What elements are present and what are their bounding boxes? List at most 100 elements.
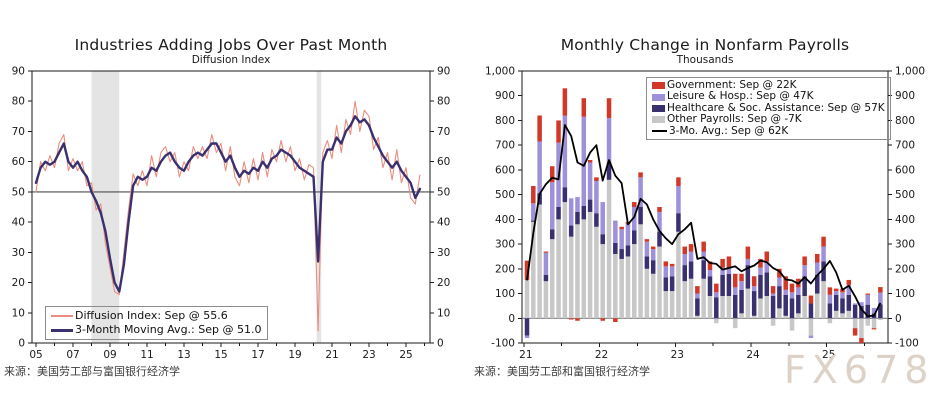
- bar-segment: [543, 281, 549, 319]
- bar-segment: [726, 273, 732, 297]
- bar-segment: [707, 270, 713, 277]
- bar-segment: [758, 267, 763, 275]
- bar-segment: [764, 296, 770, 319]
- axis-tick-label: 30: [437, 247, 450, 259]
- bar-segment: [676, 213, 681, 232]
- plot-border: [31, 70, 431, 344]
- bar-segment: [562, 202, 568, 319]
- bar-segment: [682, 265, 687, 282]
- bar-segment: [524, 260, 530, 280]
- bar-segment: [632, 207, 637, 231]
- bar-segment: [732, 287, 738, 295]
- bar-segment: [783, 289, 788, 295]
- bar-segment: [619, 249, 624, 259]
- bar-segment: [650, 260, 656, 274]
- government-swatch: [652, 82, 665, 90]
- axis-tick-label: -100: [491, 338, 515, 350]
- bar-segment: [815, 293, 820, 319]
- bar-segment: [758, 258, 763, 268]
- axis-tick-label: 0: [895, 313, 902, 325]
- axis-tick-label: 800: [895, 115, 915, 127]
- axis-tick-label: 800: [495, 115, 515, 127]
- bar-segment: [549, 182, 555, 230]
- bar-segment: [751, 315, 757, 319]
- bar-segment: [707, 261, 713, 271]
- bar-segment: [707, 276, 713, 297]
- bar-segment: [840, 313, 845, 319]
- axis-tick-label: 600: [895, 164, 915, 176]
- bar-segment: [821, 246, 826, 262]
- bar-segment: [600, 234, 605, 245]
- bar-segment: [587, 162, 593, 200]
- bar-segment: [606, 98, 612, 118]
- bar-segment: [827, 303, 833, 319]
- bar-segment: [606, 179, 612, 319]
- axis-tick-label: 30: [12, 247, 25, 259]
- bar-segment: [575, 197, 580, 212]
- axis-tick-label: 60: [437, 156, 450, 168]
- diffusion-index-line-swatch: [51, 315, 73, 317]
- moving-avg-line: [34, 115, 422, 293]
- bar-segment: [827, 318, 833, 324]
- axis-tick-label: 09: [103, 349, 116, 361]
- bar-segment: [871, 328, 877, 330]
- bar-segment: [701, 260, 706, 279]
- bar-segment: [587, 199, 593, 212]
- bar-segment: [632, 230, 637, 245]
- bar-segment: [707, 296, 713, 319]
- bar-segment: [600, 244, 605, 319]
- axis-tick-label: 10: [12, 307, 25, 319]
- bar-segment: [638, 172, 643, 178]
- bar-segment: [625, 245, 631, 257]
- bar-segment: [770, 318, 776, 326]
- axis-tick-label: 400: [495, 214, 515, 226]
- bar-segment: [695, 315, 700, 319]
- bar-segment: [751, 276, 757, 287]
- bar-segment: [846, 279, 852, 285]
- bar-segment: [531, 220, 536, 222]
- bar-segment: [613, 318, 618, 322]
- right-chart-plot: -100 -100 0 0 100 100 200 200 300 300 400 400 500 500…: [485, 66, 925, 362]
- left-chart-panel: Industries Adding Jobs Over Past Month D…: [4, 36, 450, 378]
- bar-segment: [720, 275, 725, 297]
- legend-item-other-payrolls: Other Payrolls: Sep @ -7K: [652, 113, 885, 125]
- axis-tick-label: 0: [18, 338, 25, 350]
- bar-segment: [562, 187, 568, 203]
- axis-tick-label: 50: [437, 186, 450, 198]
- bar-segment: [859, 338, 864, 343]
- bar-segment: [638, 224, 643, 319]
- bar-segment: [644, 256, 650, 269]
- bar-segment: [871, 307, 877, 314]
- moving-avg-line-swatch: [51, 328, 73, 332]
- legend-item-government: Government: Sep @ 22K: [652, 79, 885, 91]
- bar-segment: [575, 224, 580, 319]
- bar-segment: [815, 262, 820, 275]
- axis-tick-label: 11: [140, 349, 153, 361]
- bar-segment: [821, 261, 826, 282]
- bar-segment: [701, 278, 706, 319]
- bar-segment: [827, 287, 833, 295]
- bar-segment: [663, 261, 669, 267]
- bar-segment: [852, 328, 858, 336]
- bar-segment: [859, 302, 864, 306]
- bar-segment: [663, 277, 669, 292]
- bar-segment: [669, 266, 675, 277]
- plot-border: [521, 70, 889, 344]
- bar-segment: [745, 288, 751, 319]
- bar-segment: [562, 115, 568, 188]
- bar-segment: [701, 241, 706, 252]
- bar-segment: [865, 304, 870, 319]
- bar-segment: [802, 256, 807, 266]
- bar-segment: [632, 244, 637, 319]
- moving-avg-legend-label: 3-Month Moving Avg.: Sep @ 51.0: [75, 323, 262, 336]
- bar-segment: [701, 251, 706, 261]
- bar-segment: [745, 265, 751, 289]
- bar-segment: [739, 313, 744, 319]
- bar-segment: [865, 294, 870, 305]
- bar-segment: [852, 303, 858, 305]
- bar-segment: [676, 177, 681, 186]
- bar-segment: [714, 283, 719, 293]
- bar-segment: [846, 310, 852, 319]
- bar-segment: [789, 283, 795, 293]
- three-mo-avg-legend-label: 3-Mo. Avg.: Sep @ 62K: [669, 124, 789, 137]
